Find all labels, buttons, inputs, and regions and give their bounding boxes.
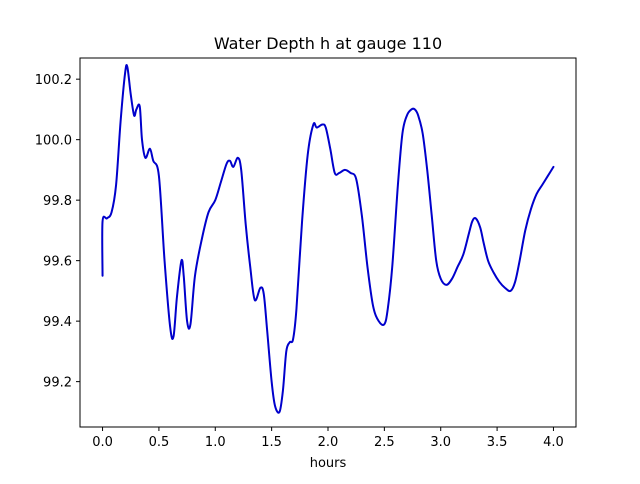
y-tick-label: 99.4 [43,315,72,330]
plot-area [101,64,555,414]
x-tick-label: 1.5 [261,435,282,450]
y-tick-label: 100.2 [35,73,72,88]
chart-title: Water Depth h at gauge 110 [214,34,442,53]
x-tick-label: 2.5 [374,435,395,450]
x-tick-label: 3.0 [430,435,451,450]
y-tick-label: 99.2 [43,376,72,391]
x-axis-title: hours [310,456,347,471]
x-tick-label: 2.0 [318,435,339,450]
axes-frame [79,57,577,428]
series-line [101,64,555,414]
x-tick-label: 0.0 [92,435,113,450]
x-tick-label: 4.0 [543,435,564,450]
x-tick-label: 1.0 [205,435,226,450]
axis-ticks: 0.0 0.5 1.0 1.5 2.0 2.5 3.0 3.5 4.0 99.2 99.4 99.6 9… [35,73,564,450]
y-tick-label: 99.6 [43,255,72,270]
x-tick-label: 0.5 [149,435,170,450]
x-tick-label: 3.5 [487,435,508,450]
y-tick-label: 99.8 [43,194,72,209]
y-tick-label: 100.0 [35,134,72,149]
